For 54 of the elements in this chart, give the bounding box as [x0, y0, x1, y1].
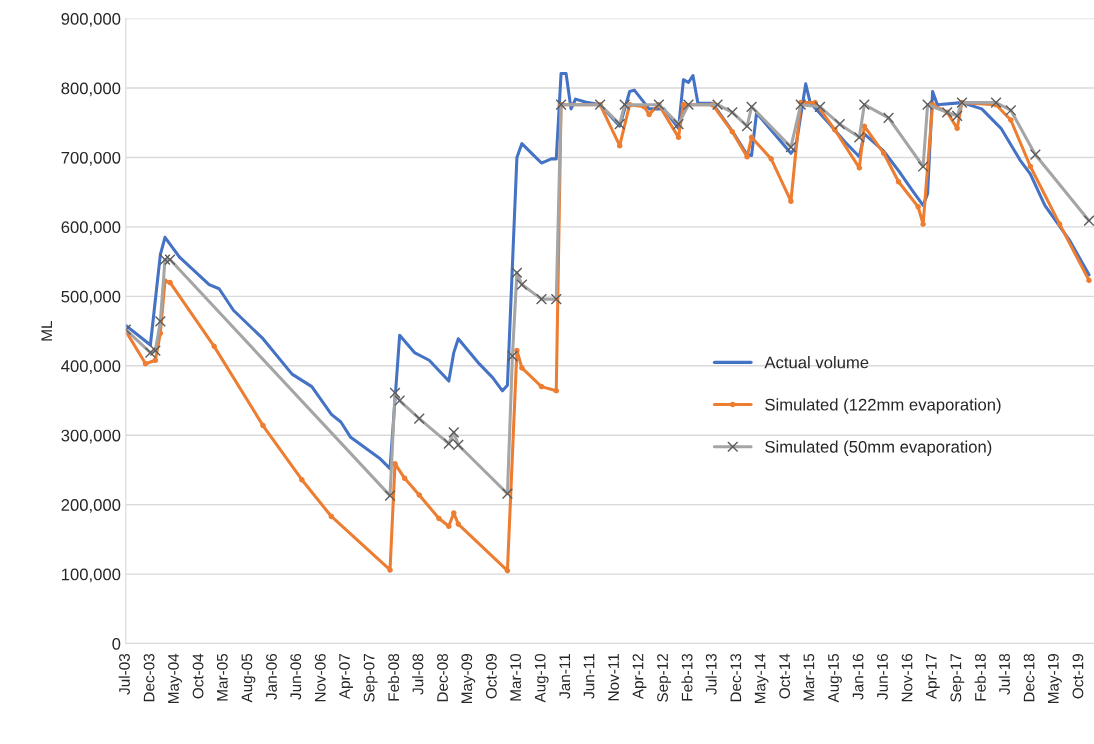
x-tick-label: Apr-12 — [632, 654, 647, 700]
x-tick-label: Jan-16 — [852, 653, 864, 700]
y-tick-label: 900,000 — [61, 13, 121, 27]
x-tick-label: Aug-05 — [241, 653, 256, 703]
x-tick-label: May-09 — [461, 654, 476, 703]
x-tick-label: Jan-11 — [559, 654, 571, 699]
x-tick-label: Mar-15 — [803, 653, 815, 701]
x-tick-label: Nov-16 — [901, 653, 913, 702]
y-tick-label: 300,000 — [61, 429, 121, 444]
x-tick-label: Sep-17 — [950, 654, 965, 702]
y-tick-label: 200,000 — [61, 499, 121, 513]
x-tick-label: Feb-18 — [974, 653, 986, 701]
x-tick-label: Jun-06 — [290, 653, 302, 700]
x-tick-label: Jun-11 — [583, 654, 595, 699]
x-tick-label: May-19 — [1047, 654, 1062, 703]
x-tick-label: Oct-19 — [1072, 654, 1084, 699]
x-tick-label: Oct-14 — [779, 653, 791, 699]
y-tick-label: 800,000 — [61, 82, 121, 97]
x-tick-label: Dec-13 — [730, 653, 742, 702]
y-tick-label: 700,000 — [61, 151, 121, 166]
legend-label: Actual volume — [764, 356, 869, 369]
x-tick-label: Oct-04 — [192, 653, 204, 699]
x-tick-label: Oct-09 — [485, 654, 497, 699]
y-tick-label: 400,000 — [61, 360, 121, 374]
x-tick-label: Feb-08 — [387, 653, 400, 701]
x-tick-label: Jul-18 — [998, 653, 1010, 695]
x-tick-label: Jun-16 — [877, 653, 888, 700]
x-tick-label: Aug-15 — [828, 653, 842, 703]
y-tick-label: 0 — [112, 637, 121, 650]
x-tick-label: May-14 — [754, 653, 769, 703]
x-tick-label: Sep-12 — [657, 654, 671, 702]
x-tick-label: Jul-13 — [705, 653, 717, 695]
legend-label: Simulated (122mm evaporation) — [765, 398, 1001, 414]
x-tick-label: Jul-03 — [118, 653, 130, 695]
x-tick-label: Dec-08 — [437, 653, 448, 702]
x-tick-label: Aug-10 — [534, 653, 549, 703]
x-tick-label: Sep-07 — [363, 654, 378, 702]
x-tick-label: Dec-03 — [143, 653, 155, 702]
y-axis-title: ML — [41, 320, 52, 341]
y-tick-label: 100,000 — [61, 568, 121, 583]
x-tick-label: Mar-10 — [510, 653, 522, 701]
x-tick-label: Nov-06 — [314, 653, 326, 702]
x-tick-label: Feb-13 — [681, 653, 693, 701]
x-tick-label: Apr-07 — [339, 654, 353, 700]
y-tick-label: 600,000 — [61, 221, 121, 236]
x-tick-label: Jan-06 — [266, 653, 277, 700]
legend-label: Simulated (50mm evaporation) — [765, 440, 992, 457]
x-tick-label: Nov-11 — [608, 654, 619, 701]
x-tick-label: Mar-05 — [216, 653, 228, 701]
x-tick-label: May-04 — [168, 653, 182, 703]
x-tick-label: Dec-18 — [1023, 653, 1035, 702]
x-tick-label: Apr-17 — [926, 654, 940, 700]
x-tick-label: Jul-08 — [412, 653, 424, 695]
y-tick-label: 500,000 — [61, 290, 121, 305]
